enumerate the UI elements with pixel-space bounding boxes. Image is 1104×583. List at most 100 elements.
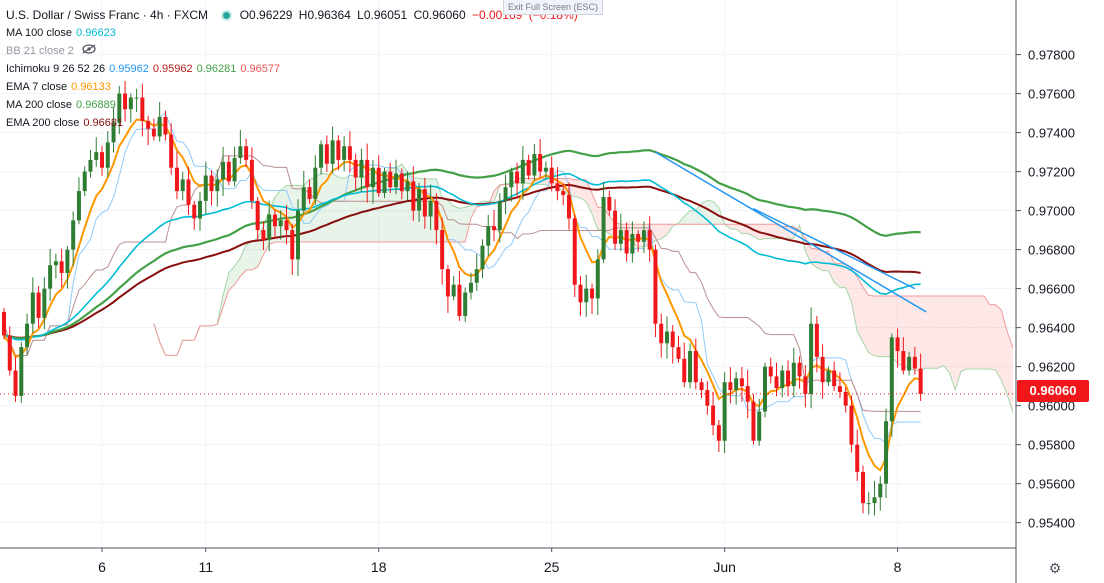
candle-body [751, 401, 756, 441]
price-tick-label: 0.97800 [1028, 48, 1075, 63]
ichimoku-cloud-segment [223, 272, 229, 308]
candle-body [590, 288, 595, 299]
candle-body [843, 391, 848, 406]
price-tick-label: 0.97400 [1028, 126, 1075, 141]
candle-body [820, 356, 825, 383]
ichimoku-cloud-segment [834, 263, 840, 288]
candle-body [405, 181, 410, 192]
ichimoku-cloud-segment [914, 296, 921, 371]
trendline[interactable] [753, 207, 916, 290]
indicator-row[interactable]: EMA 200 close 0.96681 [6, 114, 585, 132]
candle-body [849, 405, 854, 445]
ichimoku-cloud-segment [943, 296, 950, 373]
candle-body [267, 214, 272, 240]
price-tick-label: 0.96800 [1028, 243, 1075, 258]
indicator-row[interactable]: BB 21 close 2 [6, 42, 585, 60]
indicator-row[interactable]: MA 100 close 0.96623 [6, 24, 585, 42]
candle-body [918, 368, 923, 394]
candle-body [837, 386, 842, 392]
ichimoku-cloud-segment [949, 296, 956, 391]
indicator-value: 0.96281 [196, 63, 237, 75]
candle-body [65, 249, 70, 274]
ichimoku-cloud-segment [909, 296, 915, 371]
candle-body [290, 230, 295, 260]
candle-body [486, 226, 491, 246]
candle-body [255, 200, 260, 231]
ichimoku-cloud-segment [246, 241, 252, 270]
ma100-line [3, 172, 921, 341]
candle-body [324, 144, 329, 164]
candle-body [53, 261, 58, 266]
indicator-row[interactable]: MA 200 close 0.96889 [6, 96, 585, 114]
candle-body [394, 173, 399, 188]
candle-body [180, 179, 185, 192]
candle-body [688, 351, 693, 383]
ichimoku-cloud-segment [984, 296, 990, 370]
price-tick-label: 0.95400 [1028, 516, 1075, 531]
candle-body [174, 167, 179, 192]
candle-body [463, 292, 468, 316]
candle-body [192, 204, 197, 219]
candle-body [59, 261, 64, 274]
candle-body [336, 140, 341, 160]
candle-body [13, 370, 18, 396]
gear-icon[interactable]: ⚙ [1048, 560, 1062, 576]
time-tick-label: 25 [544, 559, 560, 575]
candle-body [722, 382, 727, 441]
candle-body [272, 214, 277, 227]
indicator-row[interactable]: EMA 7 close 0.96133 [6, 78, 585, 96]
candle-body [480, 245, 485, 270]
ichimoku-cloud-segment [932, 296, 938, 369]
candle-body [832, 370, 837, 387]
time-tick-label: 6 [98, 559, 106, 575]
indicator-row[interactable]: Ichimoku 9 26 52 26 0.95962 0.95962 0.96281… [6, 60, 585, 78]
candle-body [19, 347, 24, 396]
candle-body [728, 382, 733, 391]
candle-body [762, 366, 767, 412]
candle-body [198, 200, 203, 219]
hidden-eye-icon[interactable] [82, 42, 96, 60]
indicator-label: MA 200 close [6, 99, 73, 111]
ichimoku-cloud-segment [1001, 310, 1008, 395]
time-tick-label: 11 [199, 559, 214, 575]
candle-body [134, 97, 139, 99]
ma200-line [3, 149, 921, 340]
ichimoku-cloud-segment [730, 224, 737, 230]
candle-body [215, 179, 220, 192]
candle-body [492, 226, 497, 231]
candle-body [36, 292, 41, 318]
candle-body [399, 173, 404, 192]
ichimoku-cloud-segment [465, 205, 471, 242]
candle-body [261, 230, 266, 240]
candle-body [786, 370, 791, 387]
ichimoku-cloud-segment [228, 266, 235, 291]
candle-body [872, 497, 877, 504]
ichimoku-cloud-segment [1007, 331, 1013, 413]
candle-body [105, 142, 110, 168]
ichimoku-cloud-segment [701, 200, 708, 225]
candle-body [25, 323, 30, 348]
candle-body [613, 210, 618, 244]
trendline[interactable] [655, 151, 927, 313]
ichimoku-cloud-segment [868, 295, 875, 356]
symbol-title[interactable]: U.S. Dollar / Swiss Franc · 4h · FXCM [6, 8, 209, 22]
price-tick-label: 0.95600 [1028, 477, 1075, 492]
ichimoku-cloud-segment [972, 296, 979, 370]
ichimoku-cloud-segment [355, 175, 362, 242]
candle-body [549, 167, 554, 184]
candle-body [595, 259, 600, 299]
candle-body [94, 152, 99, 160]
ichimoku-cloud-segment [874, 296, 881, 357]
candle-body [624, 230, 629, 254]
exit-fullscreen-button[interactable]: Exit Full Screen (ESC) [503, 0, 604, 15]
time-tick-label: Jun [713, 559, 736, 575]
indicator-value: 0.96681 [83, 117, 124, 129]
candle-body [370, 167, 375, 188]
indicator-value: 0.96889 [76, 99, 116, 111]
candle-body [111, 122, 116, 143]
candle-body [278, 220, 283, 227]
indicator-value: 0.96133 [71, 81, 111, 93]
price-tick-label: 0.96000 [1028, 399, 1075, 414]
candle-body [578, 284, 583, 303]
